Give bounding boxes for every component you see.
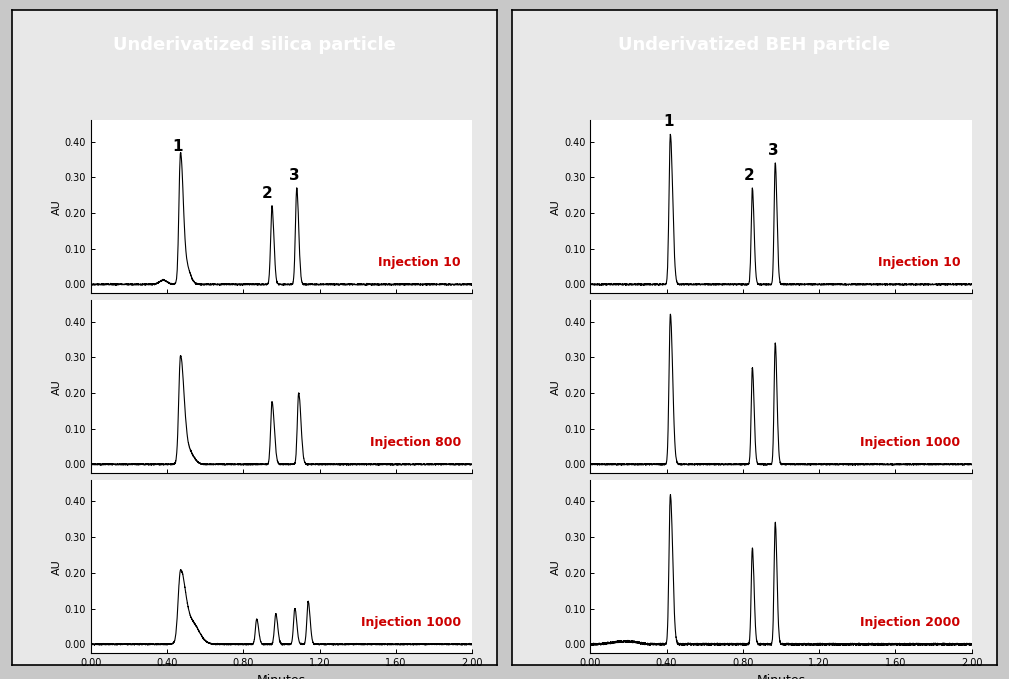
Text: Injection 10: Injection 10 bbox=[378, 256, 461, 269]
Y-axis label: AU: AU bbox=[551, 559, 561, 574]
Y-axis label: AU: AU bbox=[551, 199, 561, 215]
Y-axis label: AU: AU bbox=[51, 379, 62, 394]
Text: Injection 2000: Injection 2000 bbox=[860, 616, 961, 629]
Y-axis label: AU: AU bbox=[51, 199, 62, 215]
Y-axis label: AU: AU bbox=[51, 559, 62, 574]
Text: Injection 10: Injection 10 bbox=[878, 256, 961, 269]
Text: Injection 1000: Injection 1000 bbox=[360, 616, 461, 629]
Text: 2: 2 bbox=[261, 185, 272, 200]
Text: 2: 2 bbox=[744, 168, 755, 183]
Text: 3: 3 bbox=[290, 168, 300, 183]
X-axis label: Minutes: Minutes bbox=[257, 674, 306, 679]
X-axis label: Minutes: Minutes bbox=[757, 674, 805, 679]
Text: 1: 1 bbox=[173, 139, 183, 154]
Text: 1: 1 bbox=[663, 114, 673, 129]
Text: 3: 3 bbox=[768, 143, 778, 158]
Text: Underivatized BEH particle: Underivatized BEH particle bbox=[619, 36, 890, 54]
Text: Injection 1000: Injection 1000 bbox=[860, 436, 961, 449]
Y-axis label: AU: AU bbox=[551, 379, 561, 394]
Text: Underivatized silica particle: Underivatized silica particle bbox=[113, 36, 397, 54]
Text: Injection 800: Injection 800 bbox=[369, 436, 461, 449]
